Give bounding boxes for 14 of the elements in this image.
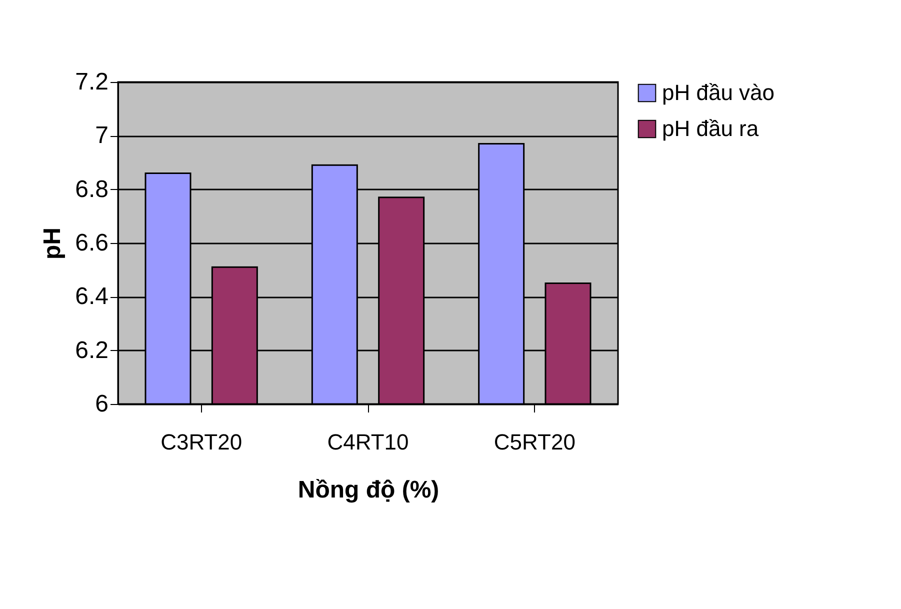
legend-label: pH đầu ra bbox=[662, 116, 760, 141]
y-tick-label: 6.2 bbox=[75, 336, 108, 364]
y-axis-title: pH bbox=[39, 228, 66, 260]
x-axis-title: Nồng độ (%) bbox=[298, 476, 440, 504]
y-tick-label: 6.4 bbox=[75, 283, 108, 310]
x-tick-label: C4RT10 bbox=[327, 430, 409, 454]
x-tick-label: C3RT20 bbox=[160, 430, 242, 454]
y-tick-label: 6.6 bbox=[75, 230, 108, 256]
y-tick-label: 6.8 bbox=[75, 176, 108, 203]
x-tick-label: C5RT20 bbox=[494, 430, 576, 454]
y-tick-label: 7.2 bbox=[75, 68, 108, 96]
y-tick-label: 6 bbox=[95, 390, 108, 418]
legend-label: pH đầu vào bbox=[662, 80, 775, 105]
y-tick-label: 7 bbox=[95, 122, 108, 150]
